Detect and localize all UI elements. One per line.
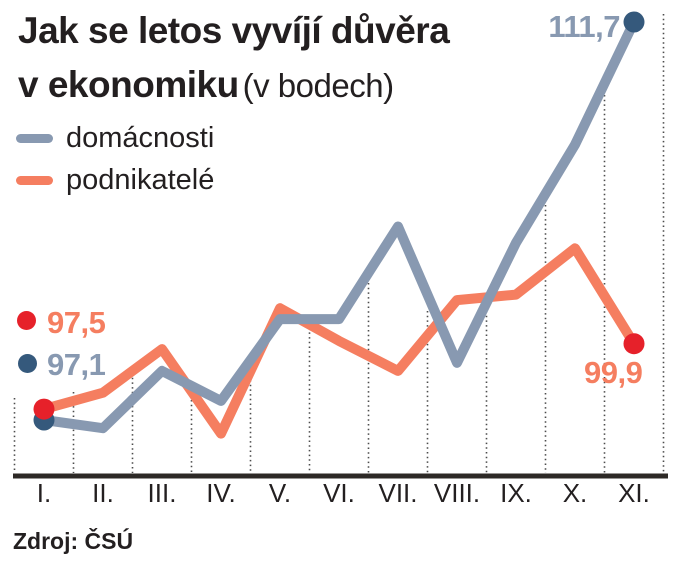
chart-title: Jak se letos vyvíjí důvěra v ekonomiku (… — [18, 8, 450, 116]
domacnosti-line-swatch-icon — [16, 134, 53, 143]
x-axis-label-2: II. — [92, 478, 114, 508]
value-label-podnikatele-start: 97,5 — [47, 305, 106, 340]
x-axis-label-6: VI. — [323, 478, 355, 508]
value-label-podnikatele-end: 99,9 — [584, 355, 643, 390]
series-line-podnikatelé — [42, 243, 639, 439]
podnikatele-line-swatch-icon — [16, 176, 53, 185]
endpoint-dot-podnikatelé — [623, 333, 645, 355]
value-label-domacnosti-end: 111,7 — [548, 9, 620, 44]
title-line1: Jak se letos vyvíjí důvěra — [18, 10, 450, 51]
source-label: Zdroj: ČSÚ — [13, 528, 134, 554]
legend-item-domacnosti: domácnosti — [16, 122, 215, 154]
blue-bullet-icon — [18, 354, 37, 373]
legend: domácnosti podnikatelé — [16, 122, 215, 208]
legend-label-podnikatele: podnikatelé — [66, 164, 215, 196]
x-axis-label-3: III. — [147, 478, 177, 508]
legend-item-podnikatele: podnikatelé — [16, 164, 215, 196]
endpoint-dot-domácnosti — [623, 11, 645, 33]
title-units: (v bodech) — [242, 67, 394, 104]
x-axis-label-10: X. — [562, 478, 588, 508]
red-bullet-icon — [17, 311, 36, 330]
endpoint-dot-podnikatelé — [33, 398, 55, 420]
x-axis-label-8: VIII. — [433, 478, 481, 508]
legend-label-domacnosti: domácnosti — [66, 122, 215, 154]
value-label-domacnosti-start: 97,1 — [47, 347, 106, 382]
x-axis-label-5: V. — [268, 478, 292, 508]
x-axis-label-9: IX. — [500, 478, 532, 508]
x-axis-label-1: I. — [36, 478, 52, 508]
x-axis-label-4: IV. — [206, 478, 236, 508]
x-axis-label-7: VII. — [378, 478, 418, 508]
series-line-domácnosti — [43, 19, 639, 434]
x-axis-label-11: XI. — [618, 478, 650, 508]
title-line2: v ekonomiku — [18, 64, 239, 105]
